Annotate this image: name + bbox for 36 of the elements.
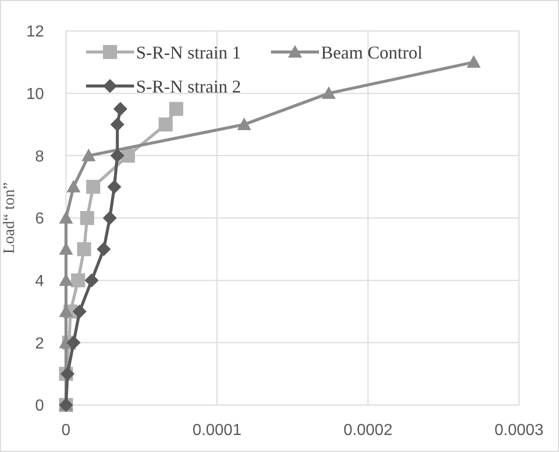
point	[237, 118, 252, 130]
legend-label: S-R-N strain 1	[136, 42, 241, 62]
point	[158, 118, 173, 132]
point	[77, 242, 92, 256]
point	[72, 304, 87, 318]
point	[66, 336, 81, 350]
point	[110, 148, 124, 163]
y-tick-label: 12	[26, 24, 44, 41]
legend-label: S-R-N strain 2	[136, 76, 241, 96]
point	[466, 55, 481, 68]
x-tick-label: 0.0003	[494, 422, 544, 439]
y-tick-label: 8	[35, 148, 44, 166]
point	[113, 102, 128, 116]
y-tick-label: 10	[26, 86, 44, 103]
point	[59, 211, 73, 224]
x-tick-label: 0.0001	[192, 422, 242, 439]
point	[107, 180, 122, 194]
point	[80, 211, 94, 225]
point	[102, 211, 117, 225]
y-tick-label: 0	[35, 398, 44, 415]
point	[82, 148, 96, 162]
x-tick-label: 0.0002	[344, 422, 393, 439]
y-tick-label: 4	[35, 272, 44, 290]
point	[96, 242, 111, 256]
point	[169, 102, 184, 116]
point	[71, 273, 86, 288]
y-axis-title: Load“ ton”	[1, 182, 18, 254]
point	[322, 86, 336, 99]
point	[110, 118, 124, 132]
x-tick-label: 0	[62, 422, 71, 439]
point	[66, 180, 81, 192]
y-tick-label: 6	[35, 210, 44, 228]
y-tick-label: 2	[35, 335, 44, 352]
point	[84, 273, 99, 288]
point	[86, 180, 100, 194]
legend-label: Beam Control	[321, 42, 422, 62]
